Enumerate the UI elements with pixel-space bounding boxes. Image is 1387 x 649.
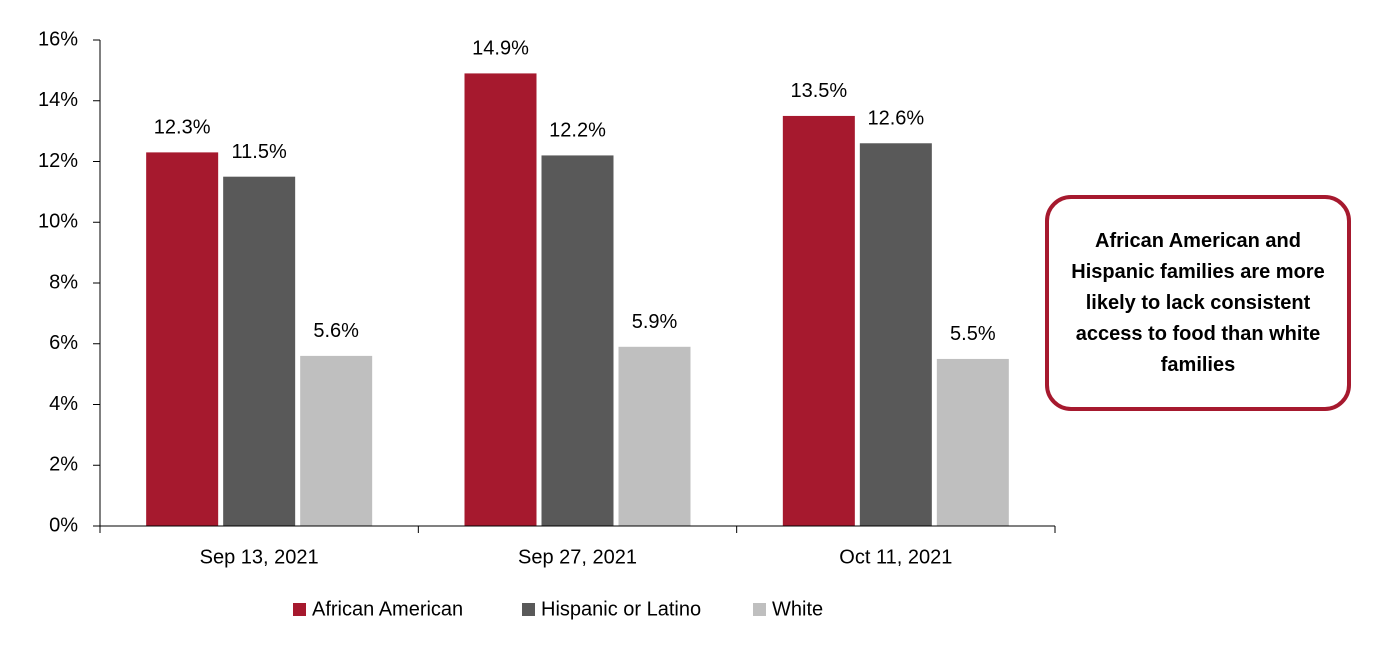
legend-swatch bbox=[293, 603, 306, 616]
bar bbox=[541, 155, 614, 527]
x-tick-label: Sep 13, 2021 bbox=[200, 546, 319, 568]
y-tick-label: 0% bbox=[49, 514, 78, 536]
annotation: African American and Hispanic families a… bbox=[1045, 195, 1351, 411]
bar bbox=[782, 115, 855, 526]
value-label: 5.9% bbox=[632, 311, 678, 333]
value-label: 14.9% bbox=[472, 38, 529, 60]
y-tick-label: 10% bbox=[38, 211, 78, 233]
value-label: 12.6% bbox=[867, 108, 924, 130]
bar bbox=[146, 152, 219, 526]
value-label: 12.2% bbox=[549, 120, 606, 142]
y-tick-label: 2% bbox=[49, 454, 78, 476]
value-label: 5.5% bbox=[950, 323, 996, 345]
legend-label: African American bbox=[312, 598, 463, 620]
bar bbox=[300, 355, 373, 526]
y-tick-label: 6% bbox=[49, 332, 78, 354]
value-label: 11.5% bbox=[232, 141, 287, 163]
bar bbox=[464, 73, 537, 526]
y-tick-label: 4% bbox=[49, 393, 78, 415]
x-tick-label: Sep 27, 2021 bbox=[518, 546, 637, 568]
bar bbox=[618, 346, 691, 526]
value-label: 13.5% bbox=[790, 80, 847, 102]
legend-swatch bbox=[522, 603, 535, 616]
y-tick-label: 14% bbox=[38, 89, 78, 111]
y-tick-label: 12% bbox=[38, 150, 78, 172]
x-tick-label: Oct 11, 2021 bbox=[839, 546, 952, 568]
legend-swatch bbox=[753, 603, 766, 616]
bar bbox=[936, 358, 1009, 526]
bar bbox=[223, 176, 296, 526]
bar bbox=[859, 143, 932, 526]
legend-label: White bbox=[772, 598, 823, 620]
y-tick-label: 8% bbox=[49, 271, 78, 293]
value-label: 5.6% bbox=[313, 320, 359, 342]
legend-label: Hispanic or Latino bbox=[541, 598, 701, 620]
value-label: 12.3% bbox=[154, 117, 211, 139]
y-tick-label: 16% bbox=[38, 28, 78, 50]
